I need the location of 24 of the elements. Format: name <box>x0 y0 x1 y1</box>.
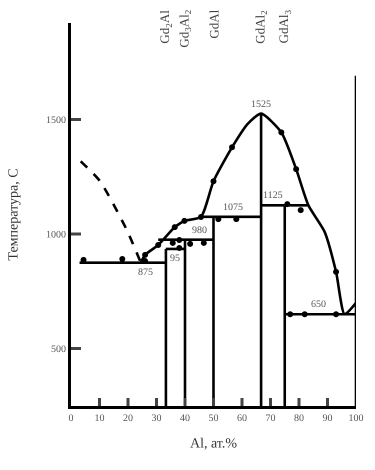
annotation: 1525 <box>251 99 271 110</box>
x-tick-label: 30 <box>152 413 162 424</box>
x-tick-label: 100 <box>348 413 364 424</box>
annotation: 95 <box>170 253 180 264</box>
annotation: 875 <box>138 267 153 278</box>
x-tick-label: 20 <box>123 413 133 424</box>
y-tick-label: 1000 <box>46 229 66 240</box>
x-axis-title: Al, ат.% <box>190 436 238 452</box>
x-tick-label: 40 <box>180 413 190 424</box>
annotation: 1125 <box>263 190 283 201</box>
annotation: 980 <box>192 225 207 236</box>
x-tick-label: 50 <box>208 413 218 424</box>
x-tick-label: 60 <box>237 413 247 424</box>
annotation: GdAl <box>206 9 222 39</box>
annotation: 1075 <box>223 202 243 213</box>
y-axis-title: Температура, С <box>6 168 22 261</box>
y-tick-label: 500 <box>51 344 66 356</box>
x-tick-label: 10 <box>94 413 104 424</box>
x-tick-label: 90 <box>322 413 332 424</box>
y-tick-label: 1500 <box>46 114 66 126</box>
x-tick-label: 70 <box>266 413 276 424</box>
x-tick-label: 80 <box>294 413 304 424</box>
x-tick-label: 0 <box>68 413 74 424</box>
annotation: 650 <box>311 299 326 310</box>
